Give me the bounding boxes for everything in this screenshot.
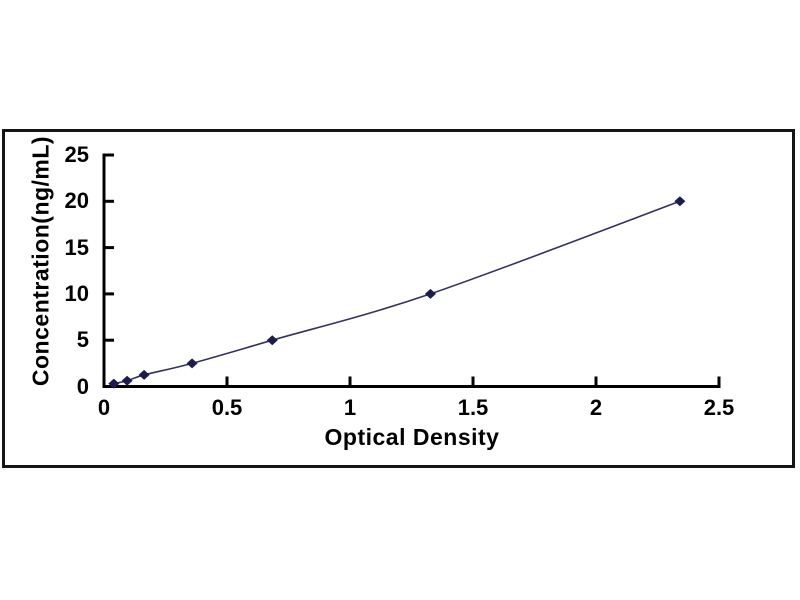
data-point-marker [424, 288, 436, 299]
x-tick-label: 0 [97, 395, 111, 420]
y-tick-label: 0 [76, 373, 89, 399]
data-point-marker [108, 378, 120, 389]
x-tick-label: 0.5 [211, 395, 243, 420]
data-point-marker [266, 335, 278, 346]
y-tick-label: 20 [64, 188, 89, 214]
x-axis-label: Optical Density [324, 424, 500, 450]
data-point-marker [674, 196, 686, 207]
x-tick-label: 1 [343, 395, 357, 420]
data-point-marker [186, 358, 198, 369]
y-tick-label: 15 [64, 234, 89, 260]
x-tick-label: 2.5 [703, 395, 735, 420]
y-tick-label: 10 [64, 280, 89, 306]
y-axis-label: Concentration(ng/mL) [27, 135, 54, 387]
x-tick-label: 1.5 [457, 395, 489, 420]
y-tick-label: 5 [76, 327, 89, 353]
data-point-marker [121, 375, 133, 386]
plot-frame-border [2, 129, 795, 468]
standard-curve-line [113, 200, 681, 385]
x-tick-label: 2 [589, 395, 603, 420]
y-tick-label: 25 [64, 142, 89, 167]
data-point-marker [138, 369, 150, 380]
